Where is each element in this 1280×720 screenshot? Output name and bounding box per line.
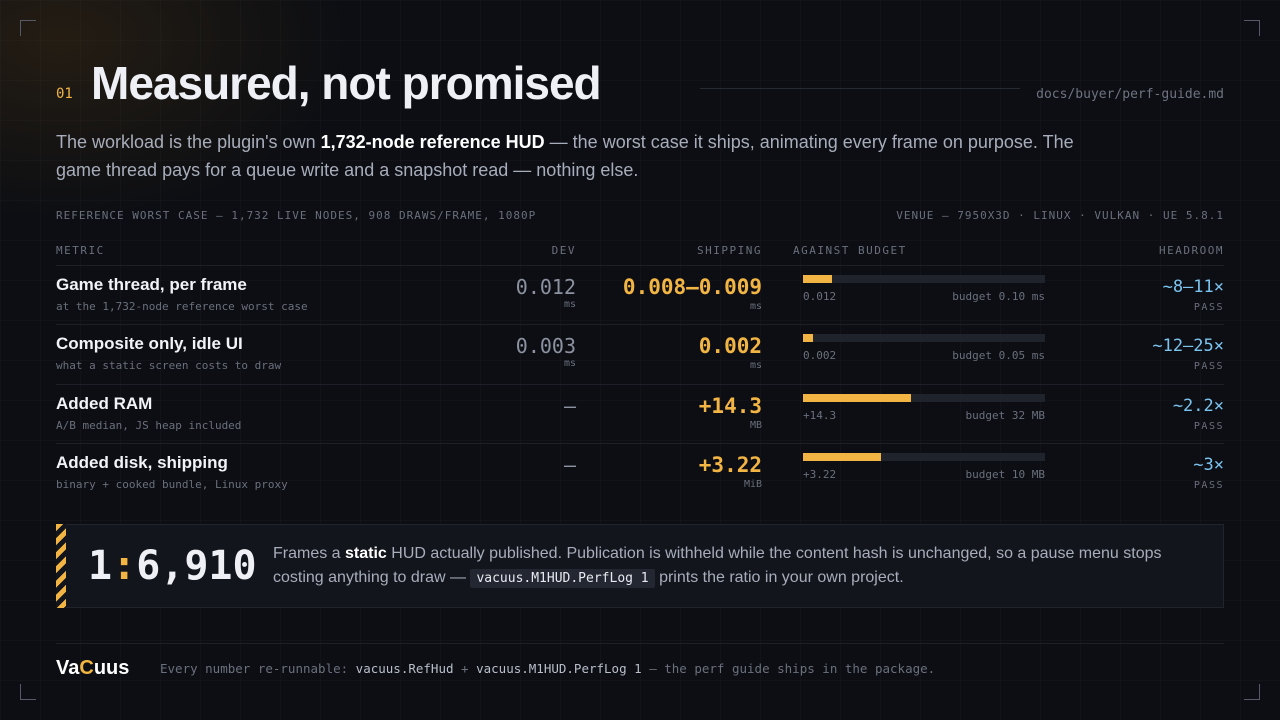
callout-text: Frames a static HUD actually published. … [273, 542, 1193, 591]
headroom: ~2.2× [1172, 395, 1224, 416]
callout [56, 524, 1224, 608]
rule [56, 643, 1224, 644]
column-header: SHIPPING [697, 244, 762, 257]
code: vacuus.M1HUD.PerfLog 1 [470, 569, 655, 588]
meta-left: REFERENCE WORST CASE — 1,732 LIVE NODES,… [56, 209, 537, 222]
logo-part: C [79, 657, 94, 679]
budget-fill [803, 275, 833, 283]
budget-track [803, 393, 1045, 402]
status: PASS [1193, 420, 1224, 432]
footer-text: Every number re-runnable: vacuus.RefHud … [160, 661, 935, 676]
text: Every number re-runnable: [160, 661, 356, 676]
metric-sub: at the 1,732-node reference worst case [56, 300, 308, 313]
rule [700, 88, 1020, 89]
shipping-unit: ms [749, 301, 762, 312]
headroom: ~12–25× [1152, 336, 1224, 357]
command: vacuus.RefHud [355, 661, 454, 676]
corner [1244, 20, 1260, 36]
metric-sub: A/B median, JS heap included [56, 418, 242, 432]
bar-label: +3.22 [803, 467, 837, 481]
dev-value: 0.003 [515, 334, 576, 359]
status: PASS [1193, 361, 1224, 373]
metric-name: Added disk, shipping [56, 452, 228, 472]
metric-name: Added RAM [56, 393, 153, 413]
column-header: METRIC [56, 244, 105, 257]
budget-fill [803, 393, 912, 402]
section-number: 01 [56, 86, 73, 102]
command: vacuus.M1HUD.PerfLog 1 [476, 661, 642, 676]
metric-sub: what a static screen costs to draw [56, 359, 282, 373]
bar-label: 0.002 [803, 349, 837, 363]
shipping-unit: MiB [743, 478, 762, 490]
row-divider [56, 324, 1224, 326]
text: HUD actually published. Publication is w… [273, 545, 1162, 586]
shipping-value: +14.3 [698, 393, 762, 418]
budget-track [803, 334, 1045, 343]
corner [1244, 684, 1260, 700]
stripe [56, 524, 66, 608]
dev-value: — [563, 452, 576, 477]
shipping-value: 0.008–0.009 [622, 275, 762, 299]
budget-track [803, 452, 1045, 461]
bold-text: 1,732-node reference HUD [320, 132, 545, 152]
row-divider [56, 383, 1224, 385]
ratio-part: 6,910 [136, 543, 257, 589]
metric-name: Game thread, per frame [56, 275, 247, 294]
budget-label: budget 32 MB [965, 408, 1045, 422]
dev-value: — [563, 393, 576, 418]
budget-label: budget 0.10 ms [952, 290, 1045, 303]
metric-name: Composite only, idle UI [56, 334, 243, 354]
doc-path: docs/buyer/perf-guide.md [1036, 87, 1224, 102]
text: — the worst case it ships, animating eve… [56, 132, 1074, 180]
budget-track [803, 275, 1045, 283]
budget-fill [803, 334, 813, 343]
dev-unit: ms [563, 358, 576, 370]
corner [20, 20, 36, 36]
column-header: AGAINST BUDGET [793, 244, 907, 257]
status: PASS [1193, 302, 1224, 313]
budget-label: budget 0.05 ms [952, 349, 1045, 363]
shipping-value: 0.002 [698, 334, 762, 359]
text: + [453, 661, 477, 676]
dev-value: 0.012 [515, 275, 576, 299]
column-header: HEADROOM [1159, 244, 1224, 257]
shipping-value: +3.22 [698, 452, 762, 477]
budget-fill [803, 452, 881, 461]
corner [20, 684, 36, 700]
meta-right: VENUE — 7950X3D · LINUX · VULKAN · UE 5.… [896, 209, 1224, 222]
ratio: 1:6,910 [88, 543, 257, 589]
row-divider [56, 265, 1224, 266]
headroom: ~8–11× [1162, 277, 1224, 297]
metric-sub: binary + cooked bundle, Linux proxy [56, 477, 288, 491]
intro: The workload is the plugin's own 1,732-n… [56, 128, 1086, 184]
headroom: ~3× [1193, 454, 1224, 475]
bar-label: 0.012 [803, 290, 837, 303]
ratio-colon: : [112, 543, 137, 589]
text: The workload is the plugin's own [56, 132, 321, 152]
text: prints the ratio in your own project. [654, 569, 904, 586]
text: — the perf guide ships in the package. [641, 661, 936, 676]
ratio-part: 1 [88, 543, 113, 589]
dev-unit: ms [563, 299, 576, 310]
row-divider [56, 442, 1224, 444]
column-header: DEV [551, 244, 576, 257]
shipping-unit: ms [749, 360, 762, 372]
bold-text: static [345, 545, 387, 562]
logo: VaCuus [56, 657, 129, 680]
logo-part: uus [93, 657, 130, 679]
title: Measured, not promised [91, 57, 602, 109]
shipping-unit: MB [749, 419, 762, 431]
budget-label: budget 10 MB [965, 467, 1045, 481]
bar-label: +14.3 [803, 408, 837, 422]
status: PASS [1193, 479, 1224, 491]
logo-part: Va [56, 657, 80, 679]
text: Frames a [273, 545, 346, 562]
